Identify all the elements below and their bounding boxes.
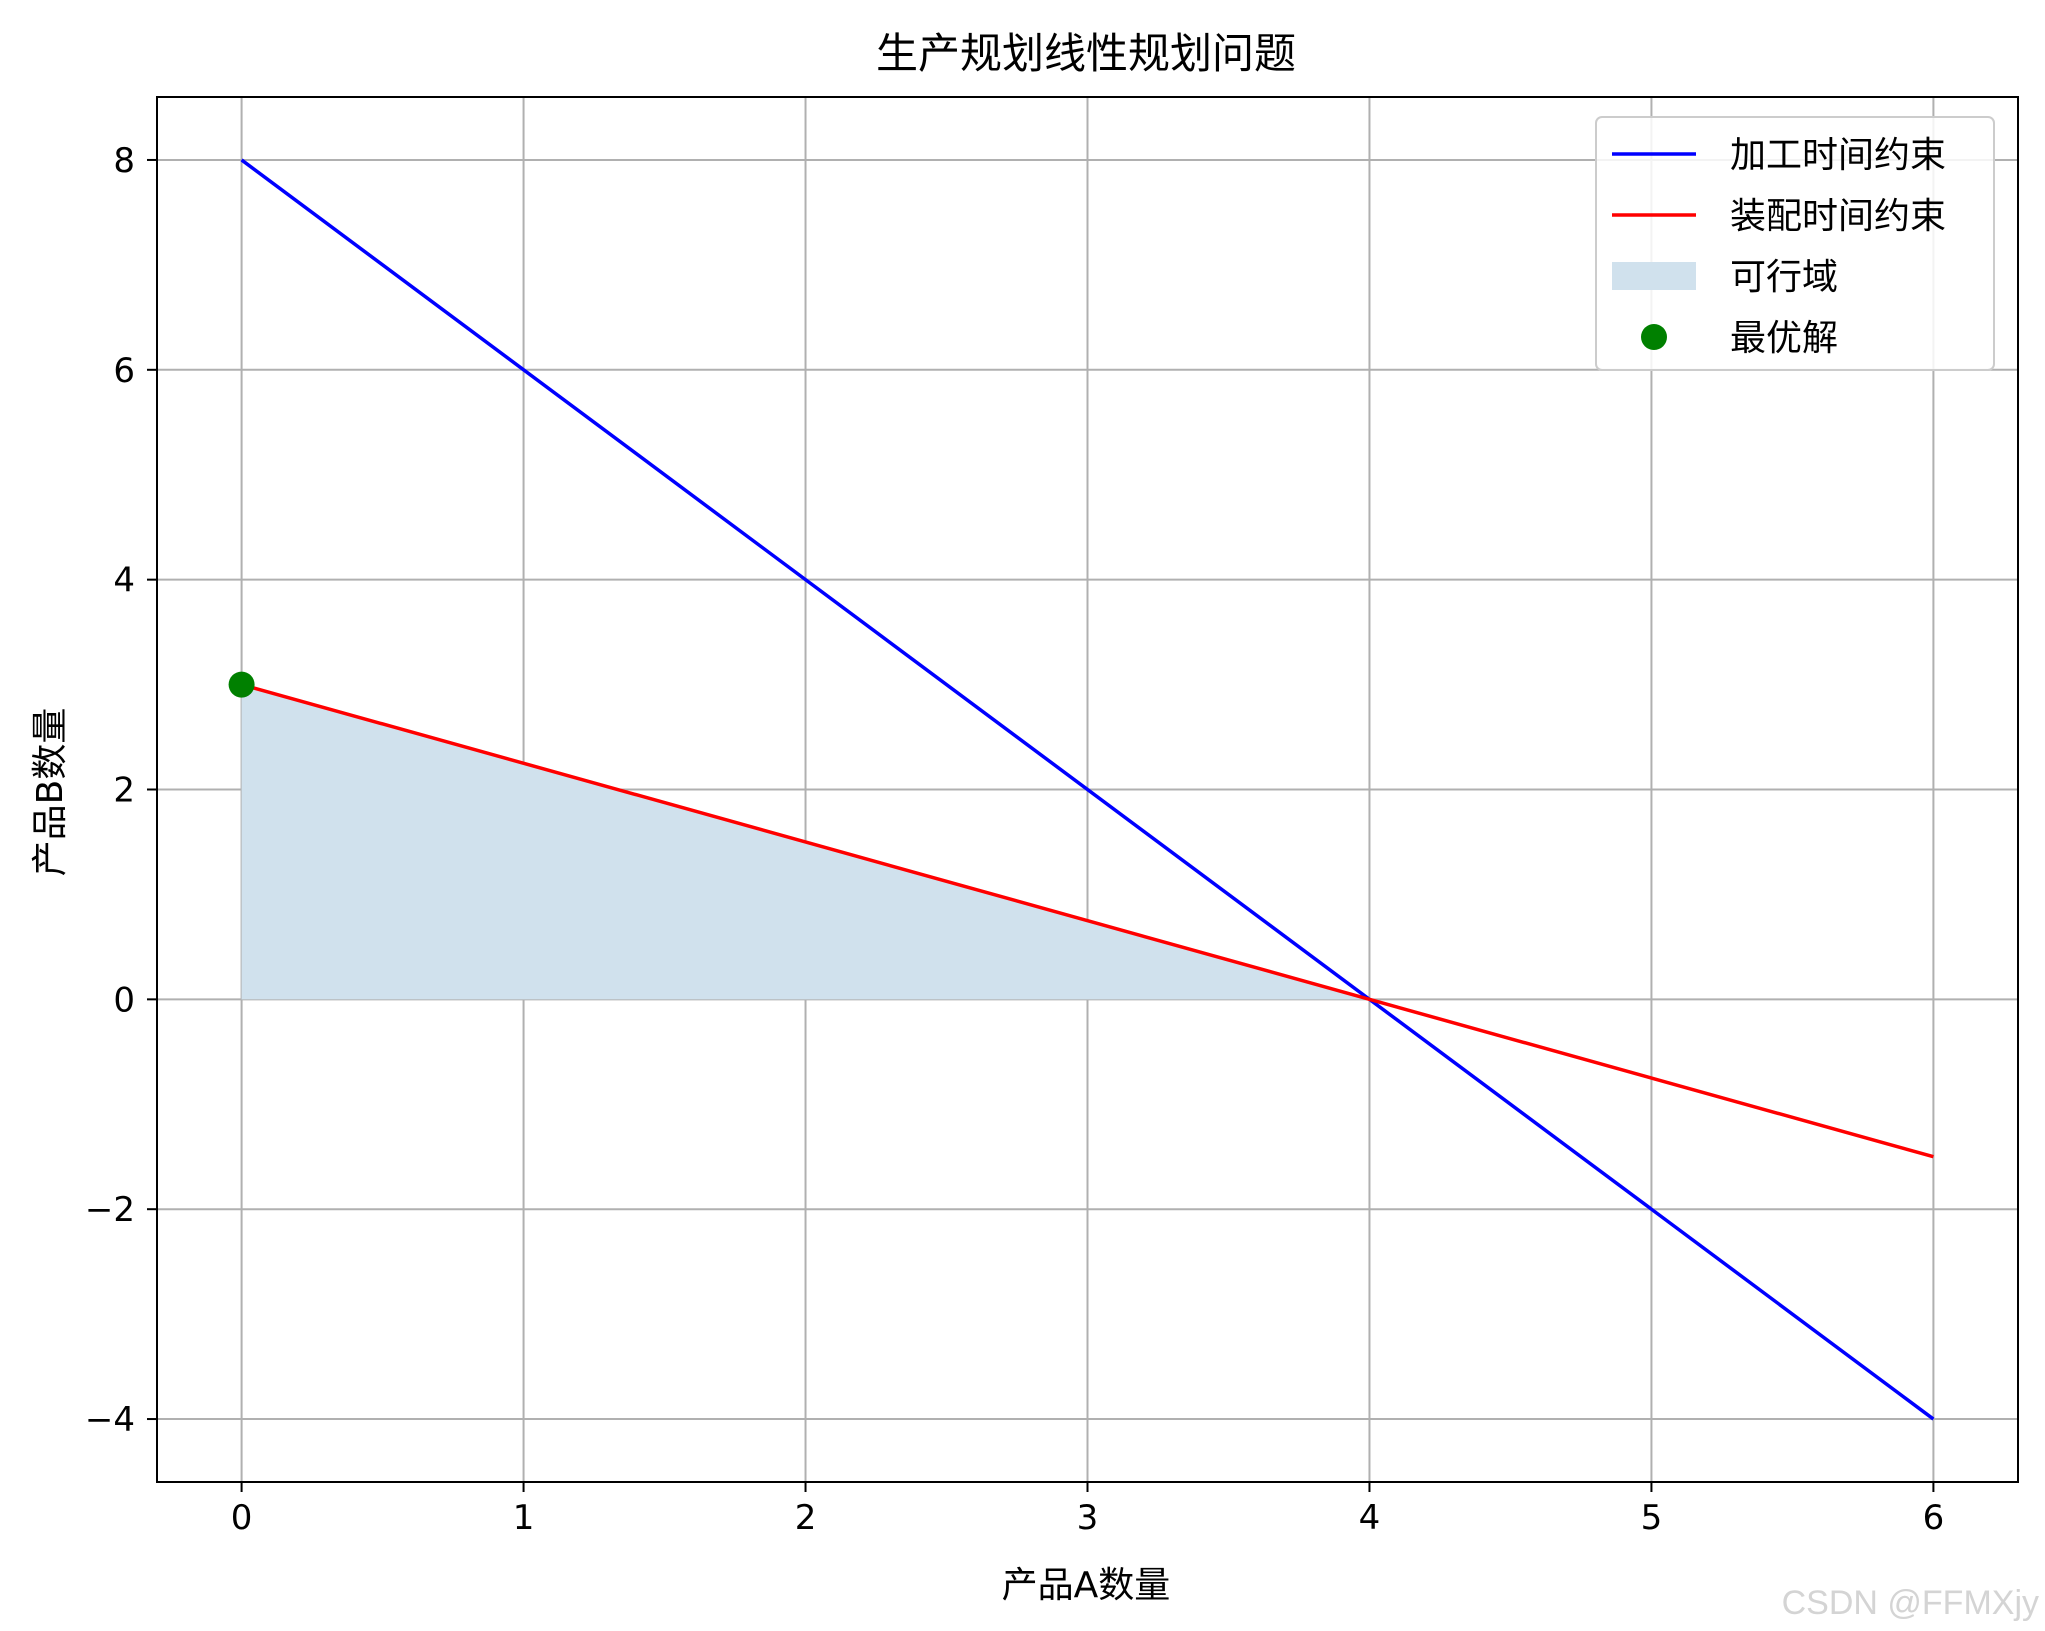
y-tick-label: 0	[113, 980, 135, 1020]
legend-area-swatch	[1612, 262, 1696, 290]
legend-entry-label: 可行域	[1730, 257, 1838, 298]
axis-ticks: 0 1 2 3 4 5 6 −4 −2 0 2 4 6 8	[85, 141, 1944, 1538]
legend-entry-label: 装配时间约束	[1730, 196, 1946, 237]
legend-entry-label: 加工时间约束	[1730, 135, 1946, 176]
x-tick-label: 4	[1359, 1498, 1381, 1538]
x-tick-label: 6	[1923, 1498, 1945, 1538]
x-tick-label: 1	[513, 1498, 535, 1538]
assembly-time-line	[241, 682, 1934, 1159]
y-tick-label: 4	[113, 561, 135, 601]
plot-marks	[228, 158, 1935, 1421]
y-tick-label: 8	[113, 141, 135, 181]
x-tick-label: 0	[231, 1498, 253, 1538]
legend-entry-label: 最优解	[1730, 318, 1838, 359]
x-tick-label: 2	[795, 1498, 817, 1538]
y-axis-label: 产品B数量	[30, 708, 71, 877]
chart-title: 生产规划线性规划问题	[876, 29, 1296, 78]
y-tick-label: −4	[85, 1400, 135, 1440]
legend-box	[1595, 116, 1995, 371]
watermark: CSDN @FFMXjy	[1781, 1584, 2039, 1622]
y-tick-label: 6	[113, 351, 135, 391]
x-tick-label: 5	[1641, 1498, 1663, 1538]
optimal-solution-point	[228, 671, 255, 698]
legend-point-swatch	[1641, 324, 1667, 350]
y-tick-label: 2	[113, 771, 135, 811]
processing-time-line	[240, 158, 1935, 1421]
x-tick-label: 3	[1077, 1498, 1099, 1538]
y-tick-label: −2	[85, 1190, 135, 1230]
x-axis-label: 产品A数量	[1002, 1565, 1171, 1606]
